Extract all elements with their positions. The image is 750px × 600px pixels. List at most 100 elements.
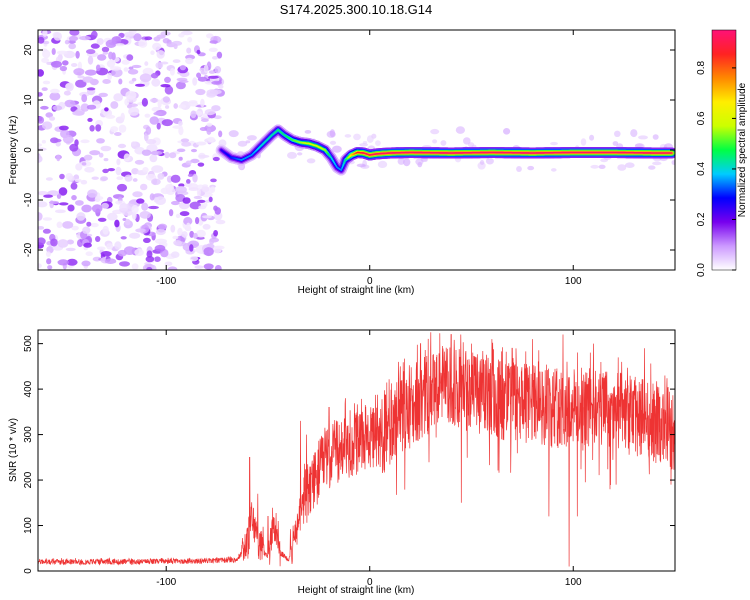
noise-blob (164, 261, 173, 267)
noise-blob (106, 60, 116, 68)
noise-blob (121, 59, 130, 65)
noise-blob (173, 103, 178, 109)
noise-blob (210, 178, 217, 183)
noise-blob (126, 54, 134, 61)
noise-blob (190, 110, 197, 119)
noise-blob (209, 89, 222, 95)
noise-blob (38, 191, 49, 196)
noise-blob (191, 148, 197, 153)
noise-blob (74, 178, 82, 183)
noise-blob (38, 116, 45, 124)
noise-blob (57, 259, 69, 266)
spectrogram-y-label: Frequency (Hz) (8, 116, 19, 185)
noise-blob (207, 75, 219, 79)
noise-blob (479, 160, 485, 165)
noise-blob (182, 197, 191, 204)
noise-blob (198, 205, 207, 210)
noise-blob (485, 157, 494, 165)
noise-blob (195, 236, 205, 240)
noise-blob (155, 62, 164, 69)
noise-blob (179, 211, 190, 217)
noise-blob (156, 122, 161, 130)
noise-blob (218, 84, 224, 89)
noise-blob (38, 237, 46, 246)
noise-blob (189, 201, 201, 210)
colorbar-tick-label: 0.0 (696, 263, 707, 277)
noise-blob (42, 30, 48, 37)
noise-blob (178, 120, 183, 127)
noise-blob (178, 33, 185, 38)
noise-blob (175, 81, 186, 90)
noise-blob (164, 85, 174, 95)
colorbar-frame (711, 29, 737, 271)
noise-blob (91, 204, 103, 213)
noise-blob (119, 261, 130, 267)
noise-blob (97, 54, 107, 61)
noise-blob (202, 223, 211, 230)
noise-blob (139, 73, 152, 83)
noise-blob (62, 134, 74, 144)
noise-blob (150, 150, 163, 156)
noise-blob (63, 90, 71, 96)
noise-blob (151, 78, 161, 87)
noise-blob (213, 115, 222, 120)
noise-blob (122, 218, 127, 221)
noise-blob (71, 63, 78, 67)
noise-blob (106, 243, 114, 250)
noise-blob (69, 30, 80, 36)
noise-blob (149, 154, 158, 163)
colorbar-label: Normalized spectral amplitude (737, 82, 748, 217)
noise-blob (180, 138, 190, 143)
noise-blob (45, 177, 53, 181)
noise-blob (208, 47, 218, 52)
noise-blob (124, 174, 133, 182)
noise-blob (196, 188, 201, 197)
noise-blob (168, 152, 177, 159)
noise-blob (95, 64, 101, 72)
colorbar-ticks: 0.0 0.2 0.4 0.6 0.8 (696, 61, 736, 277)
noise-blob (76, 212, 86, 221)
noise-blob (430, 128, 440, 135)
noise-blob (125, 90, 137, 100)
noise-blob (186, 222, 191, 230)
noise-blob (105, 39, 117, 48)
noise-blob (56, 221, 63, 229)
snr-ticks: -100 0 100 0 100 200 300 400 500 (23, 330, 675, 588)
noise-blob (52, 105, 63, 111)
noise-blob (120, 112, 125, 122)
noise-blob (71, 195, 77, 201)
noise-blob (170, 224, 176, 233)
noise-blob (209, 40, 218, 44)
y-tick-label: -10 (23, 192, 34, 207)
noise-blob (212, 156, 220, 162)
noise-blob (151, 165, 164, 173)
noise-blob (131, 204, 139, 214)
noise-blob (70, 182, 78, 190)
noise-blob (98, 92, 108, 98)
x-tick-label: 100 (565, 276, 582, 287)
noise-blob (183, 217, 193, 226)
noise-blob (65, 247, 76, 252)
noise-blob (139, 211, 151, 219)
noise-blob (81, 204, 92, 213)
noise-blob (47, 190, 59, 197)
noise-blob (196, 72, 202, 79)
noise-blob (115, 166, 122, 176)
noise-blob (580, 138, 587, 146)
noise-blob (141, 149, 152, 156)
noise-blob (214, 66, 222, 74)
noise-blob (75, 200, 84, 206)
noise-blob (153, 111, 163, 116)
noise-blob (366, 135, 374, 143)
noise-blob (42, 217, 53, 221)
noise-blob (104, 107, 109, 112)
noise-blob (551, 168, 557, 172)
noise-blob (59, 65, 68, 72)
noise-blob (173, 240, 183, 246)
noise-blob (41, 139, 47, 144)
noise-blob (403, 158, 411, 167)
noise-blob (87, 117, 93, 122)
noise-blob (208, 196, 213, 203)
noise-blob (145, 126, 152, 135)
noise-blob (175, 213, 181, 219)
